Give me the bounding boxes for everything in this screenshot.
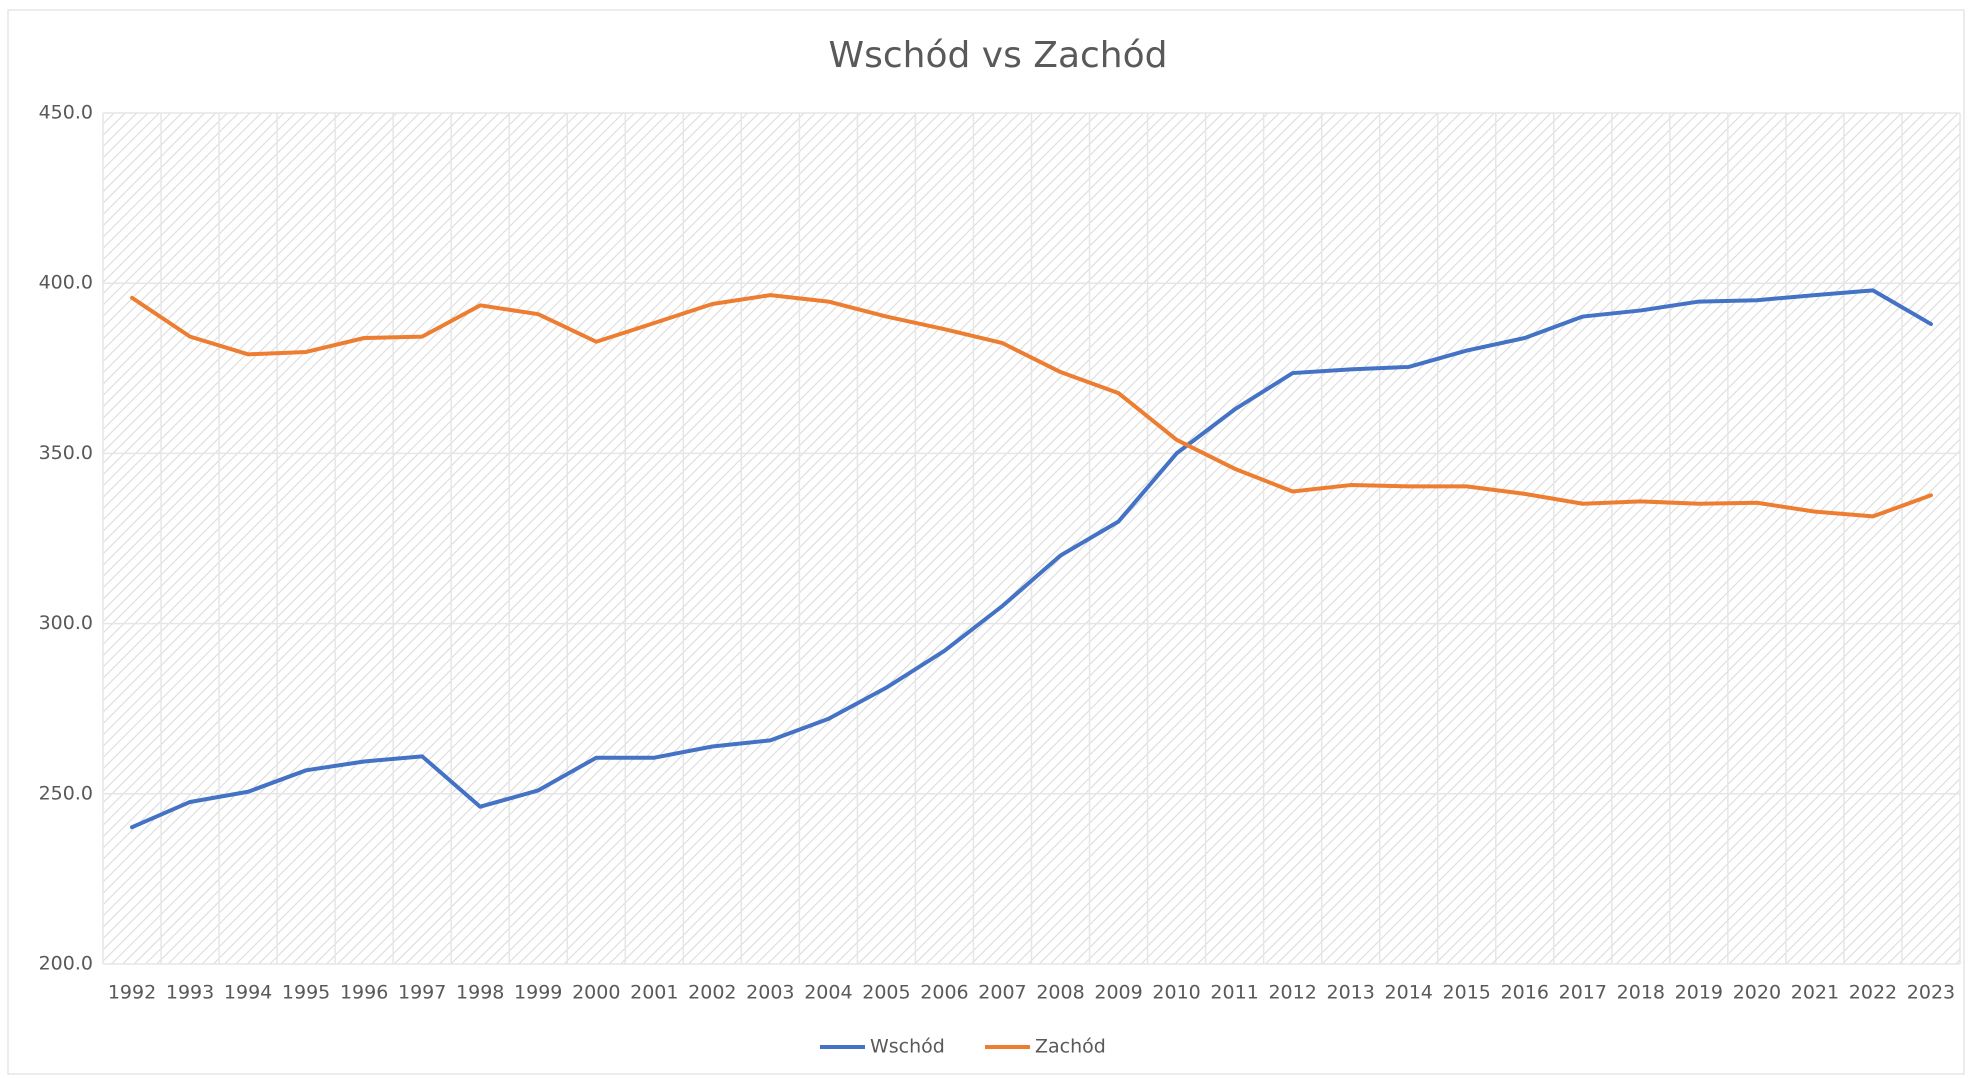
y-tick-label: 450.0	[39, 102, 93, 124]
x-tick-label: 2010	[1152, 982, 1200, 1004]
x-tick-label: 1996	[340, 982, 388, 1004]
y-tick-label: 350.0	[39, 442, 93, 464]
legend-label: Wschód	[870, 1036, 945, 1058]
y-tick-label: 200.0	[39, 953, 93, 975]
y-tick-label: 400.0	[39, 272, 93, 294]
x-tick-label: 2018	[1617, 982, 1665, 1004]
y-tick-label: 250.0	[39, 782, 93, 804]
x-tick-label: 2009	[1094, 982, 1142, 1004]
x-tick-label: 1999	[514, 982, 562, 1004]
x-tick-label: 2005	[862, 982, 910, 1004]
x-tick-label: 1993	[166, 982, 214, 1004]
series-line	[130, 293, 1933, 519]
x-tick-label: 2006	[920, 982, 968, 1004]
x-tick-label: 2023	[1907, 982, 1955, 1004]
x-tick-label: 2022	[1849, 982, 1897, 1004]
x-tick-label: 2012	[1268, 982, 1316, 1004]
x-tick-label: 2014	[1385, 982, 1433, 1004]
x-tick-label: 1998	[456, 982, 504, 1004]
chart-title: Wschód vs Zachód	[829, 35, 1168, 76]
x-tick-label: 2004	[804, 982, 852, 1004]
x-tick-label: 2015	[1443, 982, 1491, 1004]
x-tick-label: 1995	[282, 982, 330, 1004]
x-tick-label: 2001	[630, 982, 678, 1004]
x-tick-label: 1997	[398, 982, 446, 1004]
x-tick-label: 2002	[688, 982, 736, 1004]
x-tick-label: 2017	[1559, 982, 1607, 1004]
x-tick-label: 2011	[1210, 982, 1258, 1004]
x-tick-label: 2020	[1733, 982, 1781, 1004]
x-tick-label: 2003	[746, 982, 794, 1004]
y-tick-label: 300.0	[39, 612, 93, 634]
x-tick-label: 2019	[1675, 982, 1723, 1004]
x-tick-label: 2000	[572, 982, 620, 1004]
legend-label: Zachód	[1035, 1036, 1106, 1058]
x-tick-label: 2021	[1791, 982, 1839, 1004]
x-tick-label: 1994	[224, 982, 272, 1004]
x-tick-label: 2016	[1501, 982, 1549, 1004]
x-tick-label: 2013	[1326, 982, 1374, 1004]
x-tick-label: 2008	[1036, 982, 1084, 1004]
x-tick-label: 2007	[978, 982, 1026, 1004]
x-tick-label: 1992	[108, 982, 156, 1004]
series-line	[130, 288, 1933, 830]
